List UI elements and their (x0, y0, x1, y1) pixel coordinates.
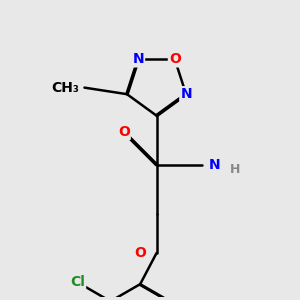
Text: N: N (180, 87, 192, 101)
Text: H: H (230, 163, 241, 176)
Text: N: N (209, 158, 220, 172)
Text: O: O (118, 125, 130, 139)
Text: O: O (134, 246, 146, 260)
Text: O: O (169, 52, 181, 66)
Text: CH₃: CH₃ (52, 81, 80, 94)
Text: Cl: Cl (70, 275, 85, 289)
Text: N: N (133, 52, 144, 66)
